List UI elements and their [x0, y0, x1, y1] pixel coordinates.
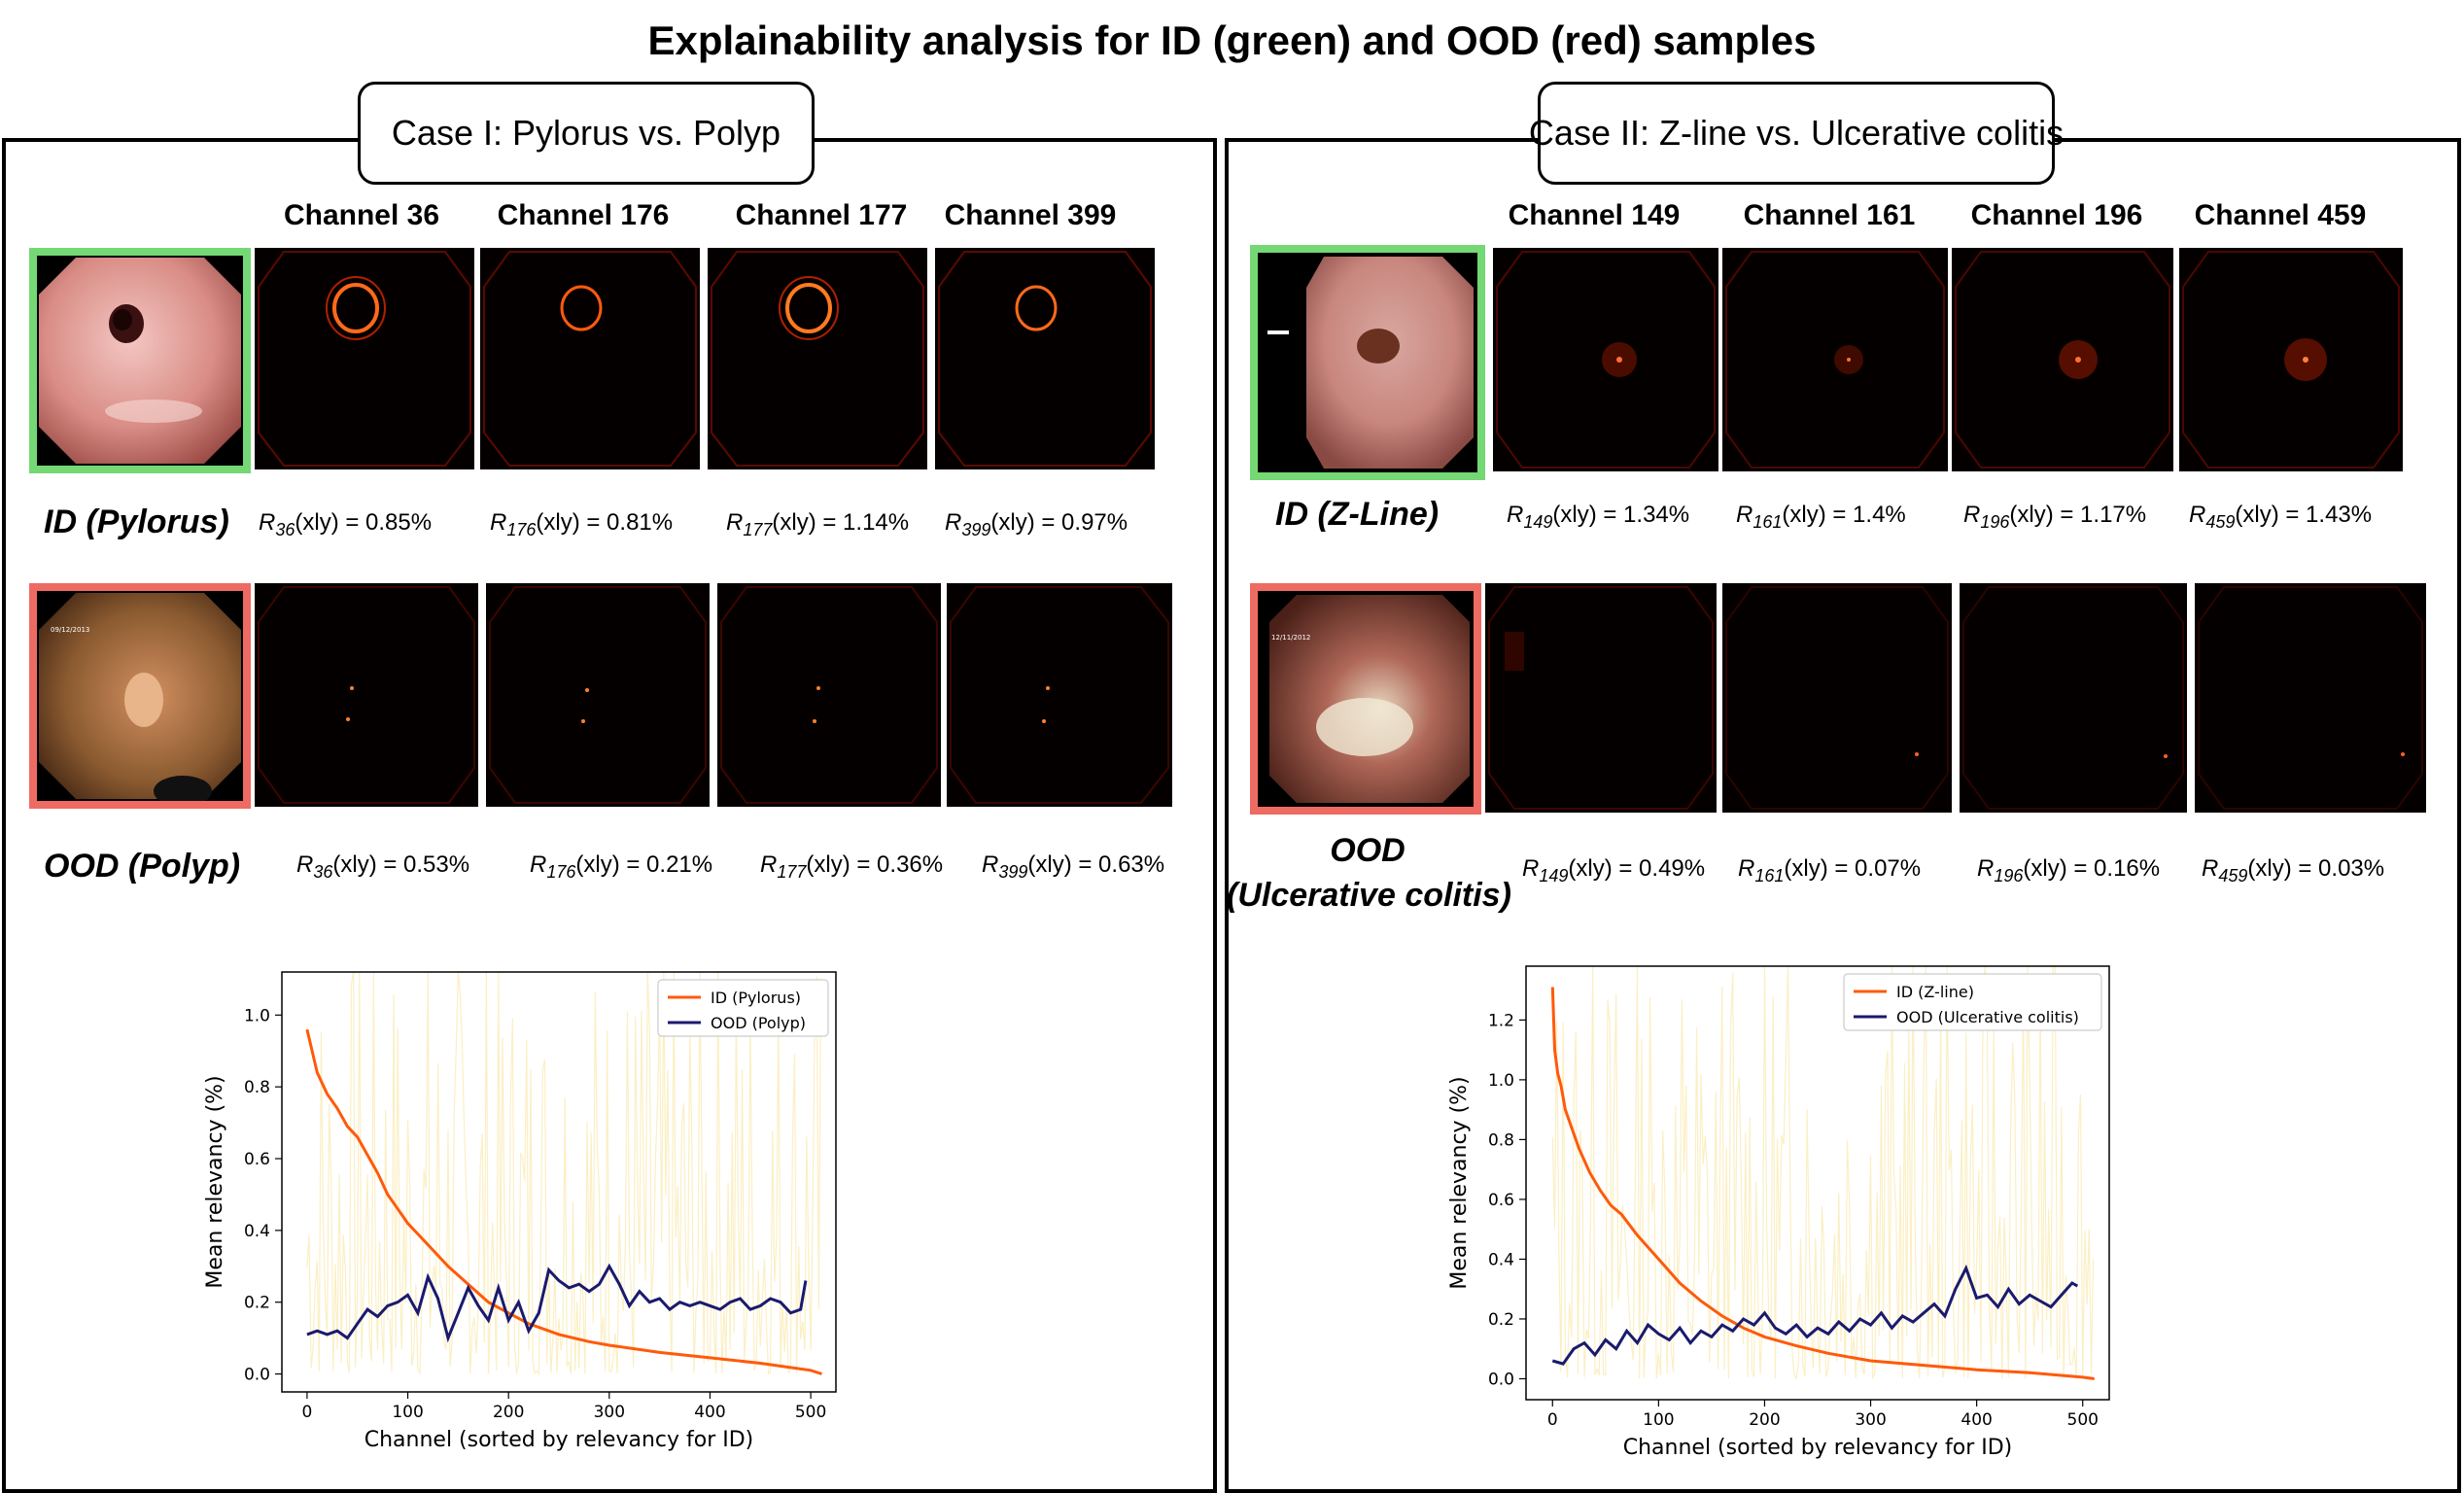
case1-channel-header: Channel 36 — [283, 199, 440, 231]
x-axis-label: Channel (sorted by relevancy for ID) — [1623, 1436, 2013, 1460]
case1-id-rel: R177(xly) = 1.14% — [726, 509, 910, 539]
x-tick-label: 0 — [1547, 1410, 1558, 1430]
case1-ood-rel: R36(xly) = 0.53% — [296, 851, 470, 882]
y-tick-label: 0.8 — [244, 1078, 270, 1097]
heatmap-ch149-id — [1493, 248, 1718, 471]
x-tick-label: 200 — [1749, 1410, 1780, 1430]
x-tick-label: 100 — [1643, 1410, 1674, 1430]
heatmap-ch149-ood — [1485, 583, 1717, 813]
case2-ood-rel: R196(xly) = 0.16% — [1977, 855, 2161, 885]
ood-ulcerative-colitis-image: 12/11/2012 — [1250, 583, 1481, 815]
y-tick-label: 0.4 — [244, 1222, 270, 1241]
y-tick-label: 0.8 — [1488, 1130, 1514, 1150]
heatmap-ch36-ood — [255, 583, 478, 807]
x-axis-label: Channel (sorted by relevancy for ID) — [364, 1428, 754, 1452]
y-tick-label: 0.2 — [1488, 1310, 1514, 1330]
case1-channel-header: Channel 176 — [497, 199, 670, 231]
heatmap-ch459-ood — [2195, 583, 2426, 813]
case1-label: Case I: Pylorus vs. Polyp — [358, 82, 815, 185]
ood-series-line — [306, 1263, 808, 1343]
heatmap-ch399-id — [935, 248, 1155, 469]
case1-relevancy-chart: 0 100 200 300 400 500 0.0 0.2 0.4 0.6 0.8 1.0 Channe… — [204, 971, 837, 1452]
case1-channel-header: Channel 399 — [944, 199, 1117, 231]
x-tick-label: 200 — [493, 1403, 524, 1422]
heatmap-ch36-id — [255, 248, 474, 469]
heatmap-ch196-id — [1952, 248, 2173, 471]
case1-id-rel: R176(xly) = 0.81% — [490, 509, 674, 539]
heatmap-ch196-ood — [1960, 583, 2187, 813]
figure-title: Explainability analysis for ID (green) a… — [647, 17, 1817, 63]
y-tick-label: 0.4 — [1488, 1250, 1514, 1269]
ood-series-line — [1551, 1264, 2079, 1366]
y-tick-label: 1.0 — [244, 1006, 270, 1025]
id-pylorus-image — [29, 248, 251, 473]
svg-text:12/11/2012: 12/11/2012 — [1271, 634, 1310, 642]
legend-label: OOD (Polyp) — [711, 1014, 806, 1032]
case2-channel-header: Channel 196 — [1970, 199, 2143, 231]
y-tick-label: 0.6 — [244, 1150, 270, 1169]
legend-label: ID (Z-line) — [1896, 983, 1974, 1001]
y-tick-label: 0.6 — [1488, 1191, 1514, 1210]
legend-box — [1843, 973, 2102, 1031]
case1-ood-rel: R399(xly) = 0.63% — [982, 851, 1165, 882]
case1-ood-rel: R177(xly) = 0.36% — [760, 851, 944, 882]
case2-channel-header: Channel 161 — [1743, 199, 1916, 231]
y-tick-label: 0.2 — [244, 1294, 270, 1313]
heatmap-ch176-id — [480, 248, 700, 469]
case1-ood-label: OOD (Polyp) — [44, 848, 241, 885]
case2-relevancy-chart: 0 100 200 300 400 500 0.0 0.2 0.4 0.6 0.8 1.0 1.2 Cha… — [1447, 965, 2110, 1460]
y-tick-label: 0.0 — [1488, 1370, 1514, 1389]
x-tick-label: 300 — [594, 1403, 625, 1422]
case2-channel-header: Channel 149 — [1508, 199, 1681, 231]
x-tick-label: 0 — [301, 1403, 312, 1422]
case2-ood-rel: R149(xly) = 0.49% — [1522, 855, 1706, 885]
id-zline-image — [1250, 245, 1485, 480]
heatmap-ch399-ood — [947, 583, 1172, 807]
case2-id-rel: R149(xly) = 1.34% — [1507, 502, 1690, 532]
case2-label: Case II: Z-line vs. Ulcerative colitis — [1529, 82, 2064, 185]
case1-channel-header: Channel 177 — [735, 199, 908, 231]
legend-label: OOD (Ulcerative colitis) — [1896, 1008, 2079, 1026]
y-tick-label: 1.2 — [1488, 1011, 1514, 1030]
case2-id-label: ID (Z-Line) — [1275, 496, 1440, 533]
plot-frame — [281, 971, 837, 1393]
legend-label: ID (Pylorus) — [711, 989, 801, 1007]
case2-id-rel: R196(xly) = 1.17% — [1963, 502, 2147, 532]
x-tick-label: 400 — [1961, 1410, 1992, 1430]
case1-id-rel: R36(xly) = 0.85% — [259, 509, 433, 539]
x-tick-label: 100 — [392, 1403, 423, 1422]
case1-ood-rel: R176(xly) = 0.21% — [530, 851, 713, 882]
heatmap-ch177-id — [708, 248, 927, 469]
svg-text:09/12/2013: 09/12/2013 — [51, 626, 89, 634]
x-tick-label: 500 — [2067, 1410, 2099, 1430]
case2-ood-rel: R459(xly) = 0.03% — [2202, 855, 2385, 885]
case1-id-label: ID (Pylorus) — [44, 503, 229, 540]
case2-id-rel: R161(xly) = 1.4% — [1736, 502, 1906, 532]
y-tick-label: 1.0 — [1488, 1071, 1514, 1091]
x-tick-label: 300 — [1855, 1410, 1886, 1430]
heatmap-ch177-ood — [717, 583, 941, 807]
id-series-line — [1550, 987, 2095, 1380]
heatmap-ch161-ood — [1722, 583, 1952, 813]
ood-polyp-image: 09/12/2013 — [29, 583, 251, 809]
heatmap-ch459-id — [2179, 248, 2403, 471]
y-tick-label: 0.0 — [244, 1366, 270, 1385]
heatmap-ch176-ood — [486, 583, 710, 807]
case2-channel-header: Channel 459 — [2194, 199, 2367, 231]
plot-frame — [1525, 965, 2110, 1401]
case2-ood-label-sub: (Ulcerative colitis) — [1227, 877, 1511, 914]
case2-id-rel: R459(xly) = 1.43% — [2189, 502, 2373, 532]
y-axis-label: Mean relevancy (%) — [1447, 1076, 1472, 1289]
per-channel-noise-line — [306, 971, 822, 1376]
heatmap-ch161-id — [1722, 248, 1948, 471]
case2-ood-rel: R161(xly) = 0.07% — [1738, 855, 1922, 885]
y-axis-label: Mean relevancy (%) — [204, 1075, 227, 1288]
case1-id-rel: R399(xly) = 0.97% — [945, 509, 1128, 539]
case2-ood-label: OOD — [1330, 832, 1406, 869]
id-series-line — [305, 1028, 822, 1375]
x-tick-label: 500 — [795, 1403, 826, 1422]
x-tick-label: 400 — [694, 1403, 725, 1422]
